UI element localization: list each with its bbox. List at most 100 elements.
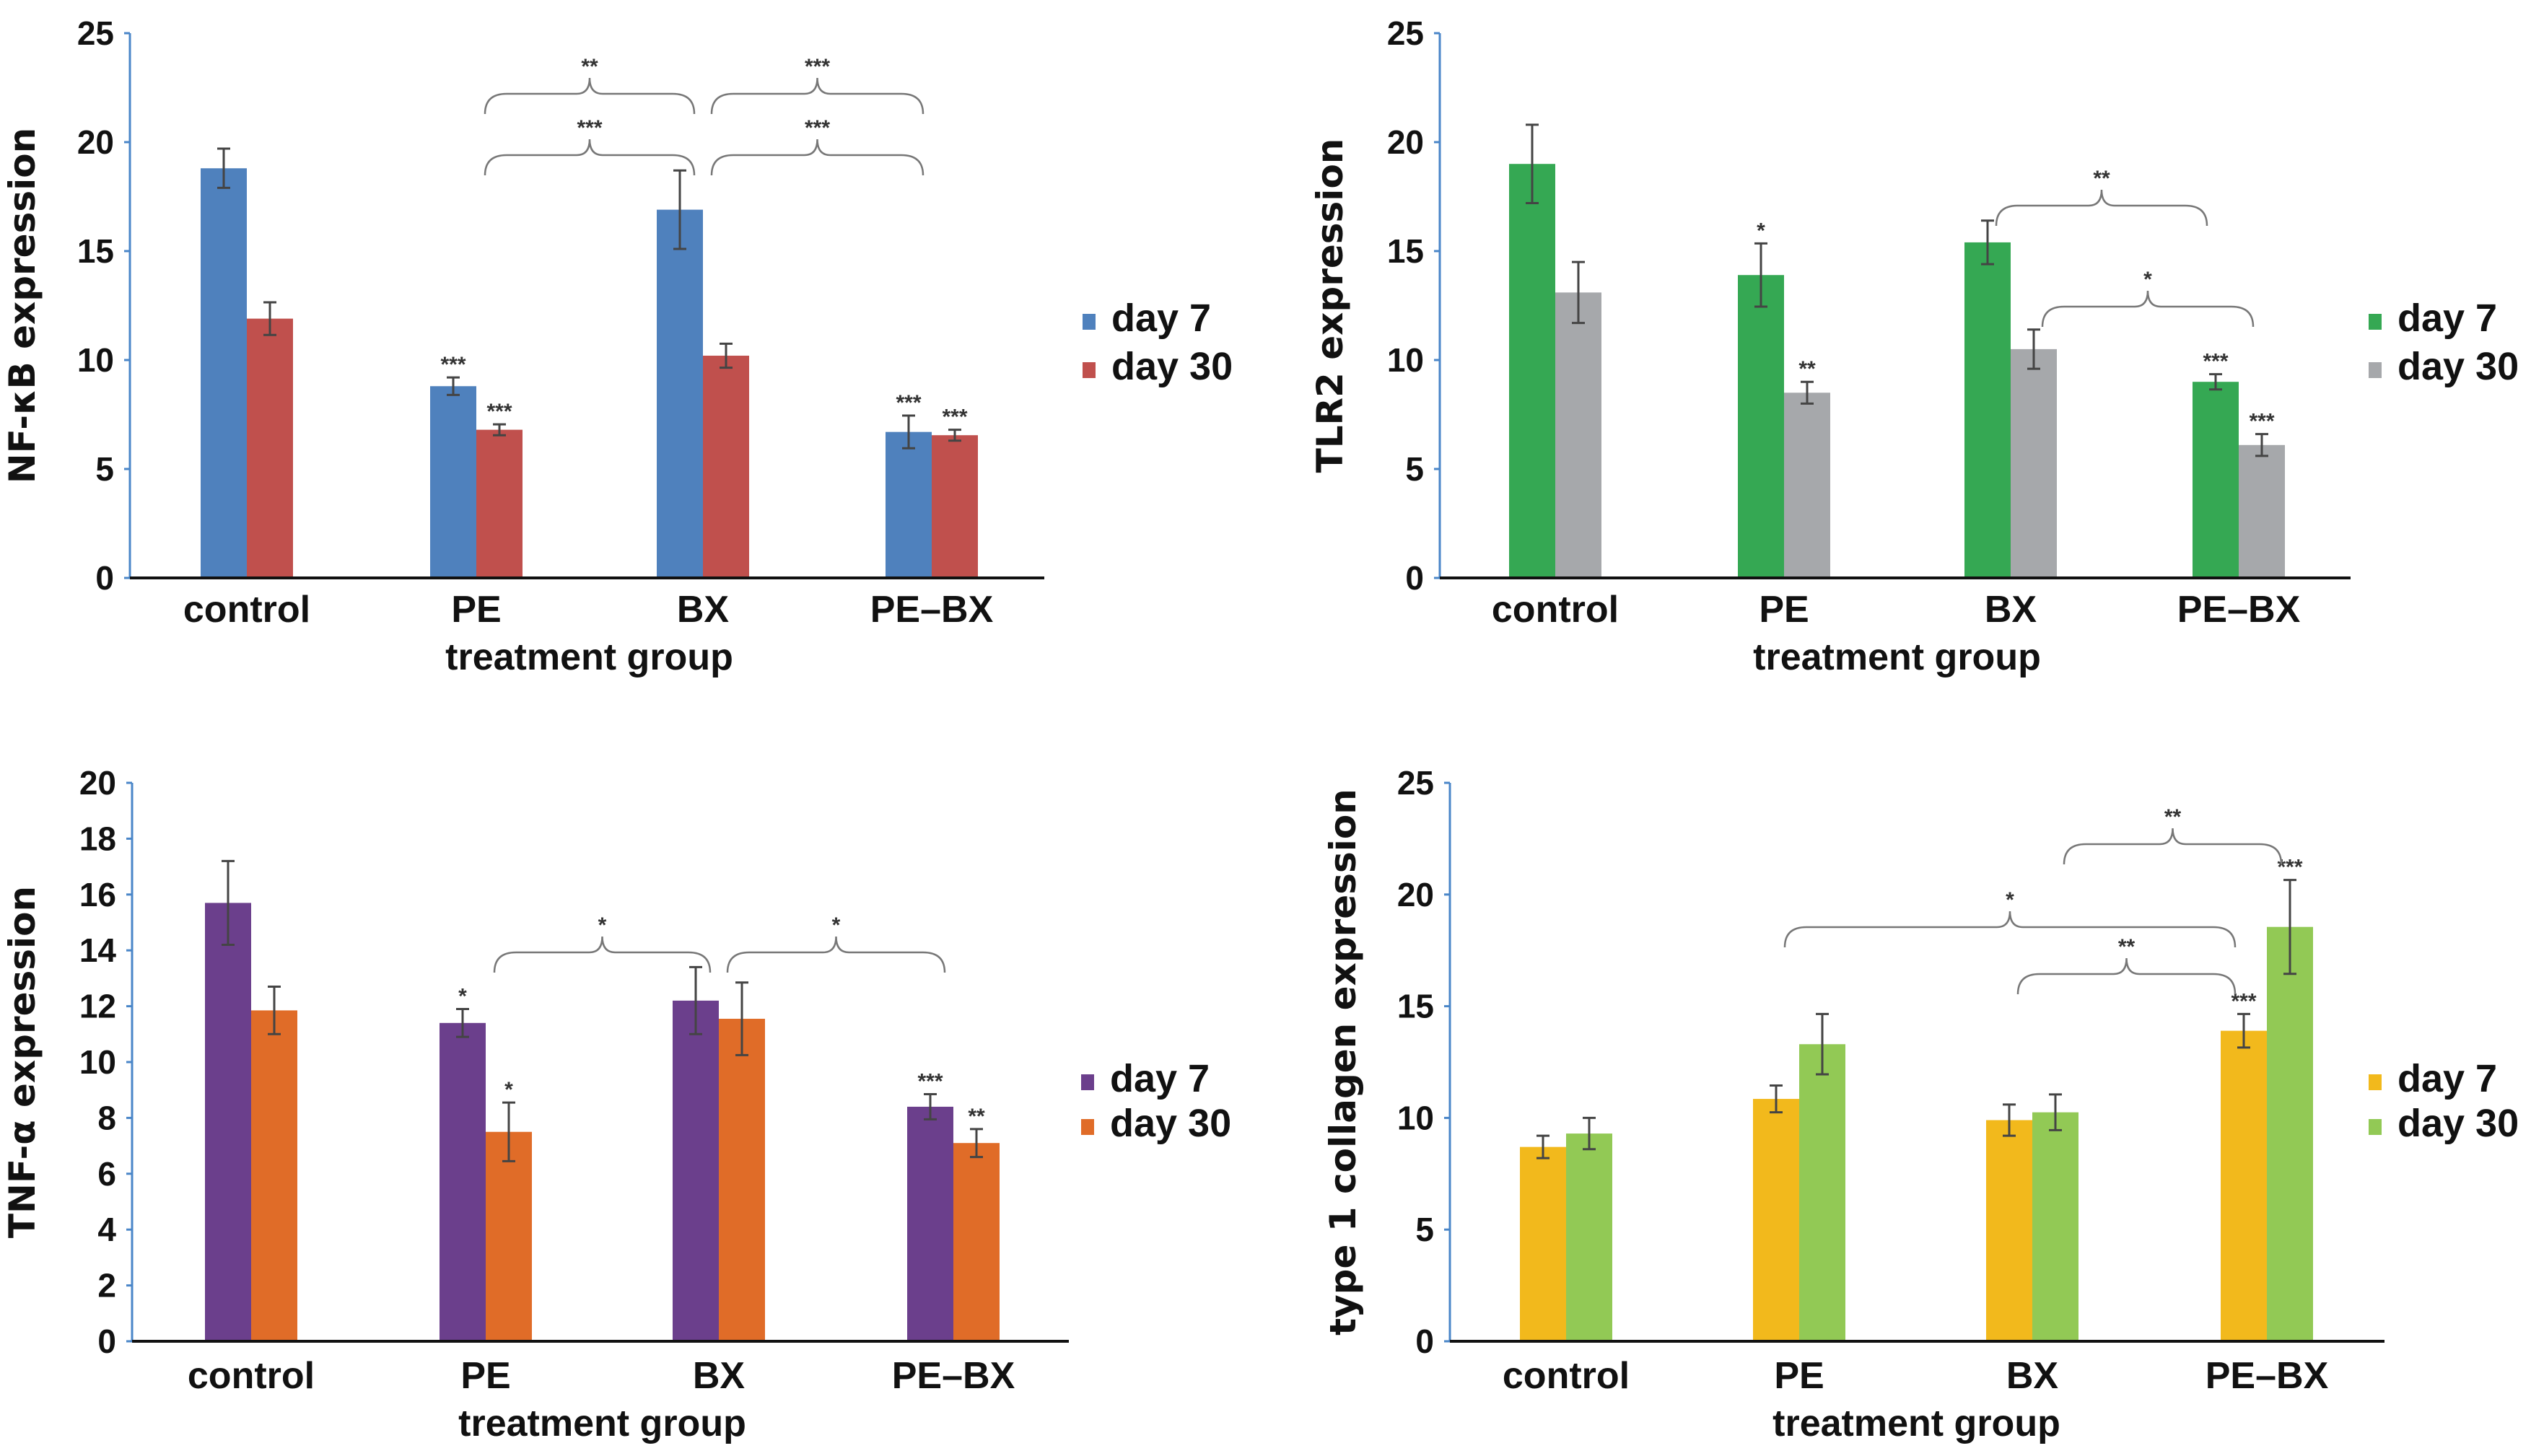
bar-day30-1 [486, 1131, 532, 1341]
y-tick-label: 12 [79, 988, 116, 1025]
bracket-significance-label: * [2143, 268, 2152, 291]
error-bar [456, 1007, 469, 1038]
bar-day7-3 [886, 431, 932, 578]
significance-label: *** [942, 405, 967, 429]
error-bar [222, 859, 235, 946]
error-bar [1536, 1134, 1549, 1159]
error-bar [2255, 433, 2268, 457]
bar-day30-3 [2239, 444, 2285, 578]
x-category-label: PE–BX [2177, 589, 2301, 631]
error-bar [2049, 1093, 2062, 1131]
significance-label: *** [2249, 410, 2274, 434]
significance-label: *** [2203, 350, 2228, 374]
bar-day30-2 [703, 355, 749, 578]
error-bar [493, 423, 506, 437]
significance-bracket [2063, 828, 2283, 865]
error-bar [970, 1128, 983, 1159]
y-tick-label: 8 [97, 1099, 116, 1136]
y-tick-label: 10 [1397, 1099, 1434, 1136]
y-tick-label: 14 [79, 931, 117, 969]
bracket-significance-label: * [2006, 888, 2014, 912]
bar-day30-0 [1566, 1133, 1612, 1341]
significance-label: *** [917, 1070, 943, 1094]
y-tick-label: 20 [79, 764, 116, 802]
significance-label: * [1757, 219, 1765, 242]
error-bar [2237, 1012, 2250, 1049]
significance-bracket [484, 139, 696, 176]
error-bar [1981, 219, 1994, 266]
bar-day7-0 [1520, 1146, 1566, 1341]
error-bar [268, 986, 281, 1035]
bar-day30-3 [932, 435, 978, 578]
x-category-label: BX [2006, 1355, 2059, 1397]
error-bar [2027, 328, 2040, 370]
significance-bracket [1995, 189, 2208, 227]
significance-label: *** [896, 391, 921, 415]
legend-swatch [2369, 1074, 2382, 1090]
x-category-label: control [1492, 589, 1619, 631]
y-tick-label: 0 [1405, 559, 1424, 597]
y-tick-label: 20 [1397, 876, 1434, 913]
error-bar [1526, 123, 1539, 205]
bar-day30-1 [1799, 1044, 1845, 1341]
y-tick-label: 20 [77, 123, 114, 161]
y-tick-label: 5 [1415, 1211, 1434, 1248]
x-category-label: PE–BX [870, 589, 994, 631]
y-tick-label: 15 [1397, 988, 1434, 1025]
bar-day7-2 [657, 209, 703, 578]
error-bar [263, 301, 276, 336]
x-category-label: PE–BX [892, 1355, 1015, 1397]
legend-swatch [2369, 362, 2382, 378]
error-bar [217, 147, 230, 189]
error-bar [447, 376, 460, 396]
y-tick-label: 16 [79, 876, 116, 913]
error-bar [1572, 260, 1585, 325]
error-bar [689, 965, 702, 1035]
legend-label: day 30 [1111, 345, 1233, 388]
y-tick-label: 4 [97, 1211, 116, 1248]
x-category-label: PE [451, 589, 501, 631]
error-bar [1801, 380, 1814, 405]
y-tick-label: 6 [97, 1155, 116, 1193]
significance-bracket [2016, 957, 2237, 995]
y-tick-label: 25 [1387, 14, 1424, 52]
bar-day7-3 [2193, 382, 2239, 578]
error-bar [2209, 373, 2222, 391]
x-axis-title: treatment group [1772, 1403, 2060, 1444]
error-bar [1754, 242, 1767, 308]
x-axis-title: treatment group [445, 636, 733, 678]
x-axis-title: treatment group [1753, 636, 2041, 678]
significance-label: ** [1798, 357, 1816, 381]
x-category-label: PE [1759, 589, 1809, 631]
y-tick-label: 2 [97, 1267, 116, 1304]
legend-label: day 7 [2397, 297, 2497, 340]
significance-label: * [504, 1078, 513, 1102]
y-tick-label: 0 [97, 1323, 116, 1360]
bar-day7-0 [201, 168, 247, 579]
error-bar [948, 429, 961, 442]
bar-day7-1 [430, 386, 476, 578]
error-bar [924, 1093, 937, 1120]
bar-day7-3 [2221, 1030, 2267, 1341]
legend-swatch [1081, 1074, 1094, 1090]
error-bar [902, 414, 915, 449]
bar-day30-1 [1784, 392, 1830, 578]
x-category-label: BX [693, 1355, 746, 1397]
y-tick-label: 15 [77, 232, 114, 270]
significance-label: *** [440, 353, 465, 377]
bar-day30-2 [2032, 1112, 2078, 1341]
significance-bracket [493, 936, 712, 973]
significance-label: ** [968, 1105, 985, 1128]
bar-day7-2 [1964, 242, 2011, 578]
bar-day7-1 [440, 1022, 486, 1341]
error-bar [1770, 1084, 1783, 1114]
x-category-label: control [1503, 1355, 1630, 1397]
y-tick-label: 5 [95, 450, 114, 488]
y-tick-label: 15 [1387, 232, 1424, 270]
legend-swatch [2369, 1119, 2382, 1135]
bar-day30-2 [2011, 348, 2057, 578]
bracket-significance-label: *** [805, 55, 830, 79]
bracket-significance-label: ** [2093, 167, 2110, 190]
bar-day30-0 [247, 318, 293, 578]
